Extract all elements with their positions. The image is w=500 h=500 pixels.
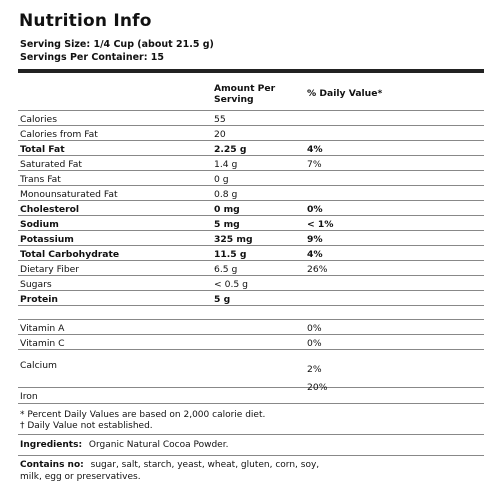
nutrient-amount: 20 [214, 129, 226, 140]
nutrient-name: Saturated Fat [20, 159, 82, 170]
nutrient-name: Cholesterol [20, 204, 80, 215]
nutrient-daily-value: < 1% [307, 219, 334, 230]
nutrient-daily-value: 0% [307, 323, 322, 334]
row-divider [18, 170, 484, 171]
nutrient-amount: 5 g [214, 294, 231, 305]
serving-size: Serving Size: 1/4 Cup (about 21.5 g) [20, 39, 214, 50]
nutrient-name: Protein [20, 294, 58, 305]
row-divider [18, 230, 484, 231]
nutrient-name: Calcium [20, 360, 57, 371]
amount-header-line1: Amount Per [214, 83, 276, 94]
nutrient-name: Total Fat [20, 144, 65, 155]
header-divider [18, 69, 484, 73]
row-divider [18, 155, 484, 156]
row-divider [18, 185, 484, 186]
daily-value-column-header: % Daily Value* [307, 88, 383, 99]
contains-no-line1: sugar, salt, starch, yeast, wheat, glute… [90, 460, 320, 470]
nutrient-name: Iron [20, 391, 38, 402]
nutrient-name: Dietary Fiber [20, 264, 80, 275]
nutrient-name: Calories [20, 114, 57, 125]
nutrient-name: Vitamin C [20, 338, 65, 349]
row-divider [18, 290, 484, 291]
nutrient-daily-value: 9% [307, 234, 323, 245]
row-divider [18, 305, 484, 306]
nutrient-amount: 5 mg [214, 219, 240, 230]
nutrient-amount: 0.8 g [214, 189, 238, 200]
nutrient-amount: 6.5 g [214, 264, 238, 275]
ingredients-text: Organic Natural Cocoa Powder. [88, 440, 229, 450]
nutrient-name: Vitamin A [20, 323, 65, 334]
contains-no-label: Contains no: [20, 460, 84, 470]
nutrient-daily-value: 0% [307, 338, 322, 349]
row-divider [18, 125, 484, 126]
nutrient-name: Monounsaturated Fat [20, 189, 118, 200]
ingredients: Ingredients: Organic Natural Cocoa Powde… [20, 440, 228, 450]
nutrient-amount: 2.25 g [214, 144, 247, 155]
nutrient-daily-value: 0% [307, 204, 323, 215]
nutrient-name: Sodium [20, 219, 59, 230]
row-divider [18, 260, 484, 261]
footnote-percent: * Percent Daily Values are based on 2,00… [20, 410, 266, 420]
nutrient-amount: 0 g [214, 174, 229, 185]
row-divider [18, 334, 484, 335]
nutrient-daily-value: 4% [307, 144, 323, 155]
ingredients-divider [18, 455, 484, 456]
nutrient-amount: < 0.5 g [214, 279, 248, 290]
row-divider [18, 403, 484, 404]
contains-no: Contains no: sugar, salt, starch, yeast,… [20, 460, 319, 483]
section-divider [18, 319, 484, 320]
row-divider [18, 245, 484, 246]
row-divider [18, 349, 484, 350]
serving-info: Serving Size: 1/4 Cup (about 21.5 g) Ser… [20, 38, 214, 64]
nutrient-daily-value: 4% [307, 249, 323, 260]
nutrient-name: Total Carbohydrate [20, 249, 120, 260]
row-divider [18, 275, 484, 276]
amount-column-header: Amount Per Serving [214, 83, 275, 105]
row-divider [18, 110, 484, 111]
nutrient-name: Sugars [20, 279, 52, 290]
footnote-divider [18, 434, 484, 435]
nutrient-amount: 325 mg [214, 234, 253, 245]
row-divider [18, 387, 484, 388]
footnote-dagger: † Daily Value not established. [20, 421, 153, 431]
nutrient-amount: 55 [214, 114, 226, 125]
row-divider [18, 215, 484, 216]
nutrient-amount: 0 mg [214, 204, 240, 215]
contains-no-line2: milk, egg or preservatives. [20, 471, 141, 482]
ingredients-label: Ingredients: [20, 440, 83, 450]
amount-header-line2: Serving [214, 94, 254, 105]
nutrient-amount: 11.5 g [214, 249, 247, 260]
servings-per-container: Servings Per Container: 15 [20, 52, 165, 63]
nutrient-name: Potassium [20, 234, 74, 245]
nutrient-daily-value: 20% [307, 382, 328, 393]
row-divider [18, 200, 484, 201]
nutrient-daily-value: 7% [307, 159, 322, 170]
nutrient-amount: 1.4 g [214, 159, 238, 170]
nutrient-name: Calories from Fat [20, 129, 98, 140]
nutrient-name: Trans Fat [20, 174, 61, 185]
nutrient-daily-value: 2% [307, 364, 322, 375]
nutrient-daily-value: 26% [307, 264, 328, 275]
row-divider [18, 140, 484, 141]
page-title: Nutrition Info [19, 11, 152, 31]
